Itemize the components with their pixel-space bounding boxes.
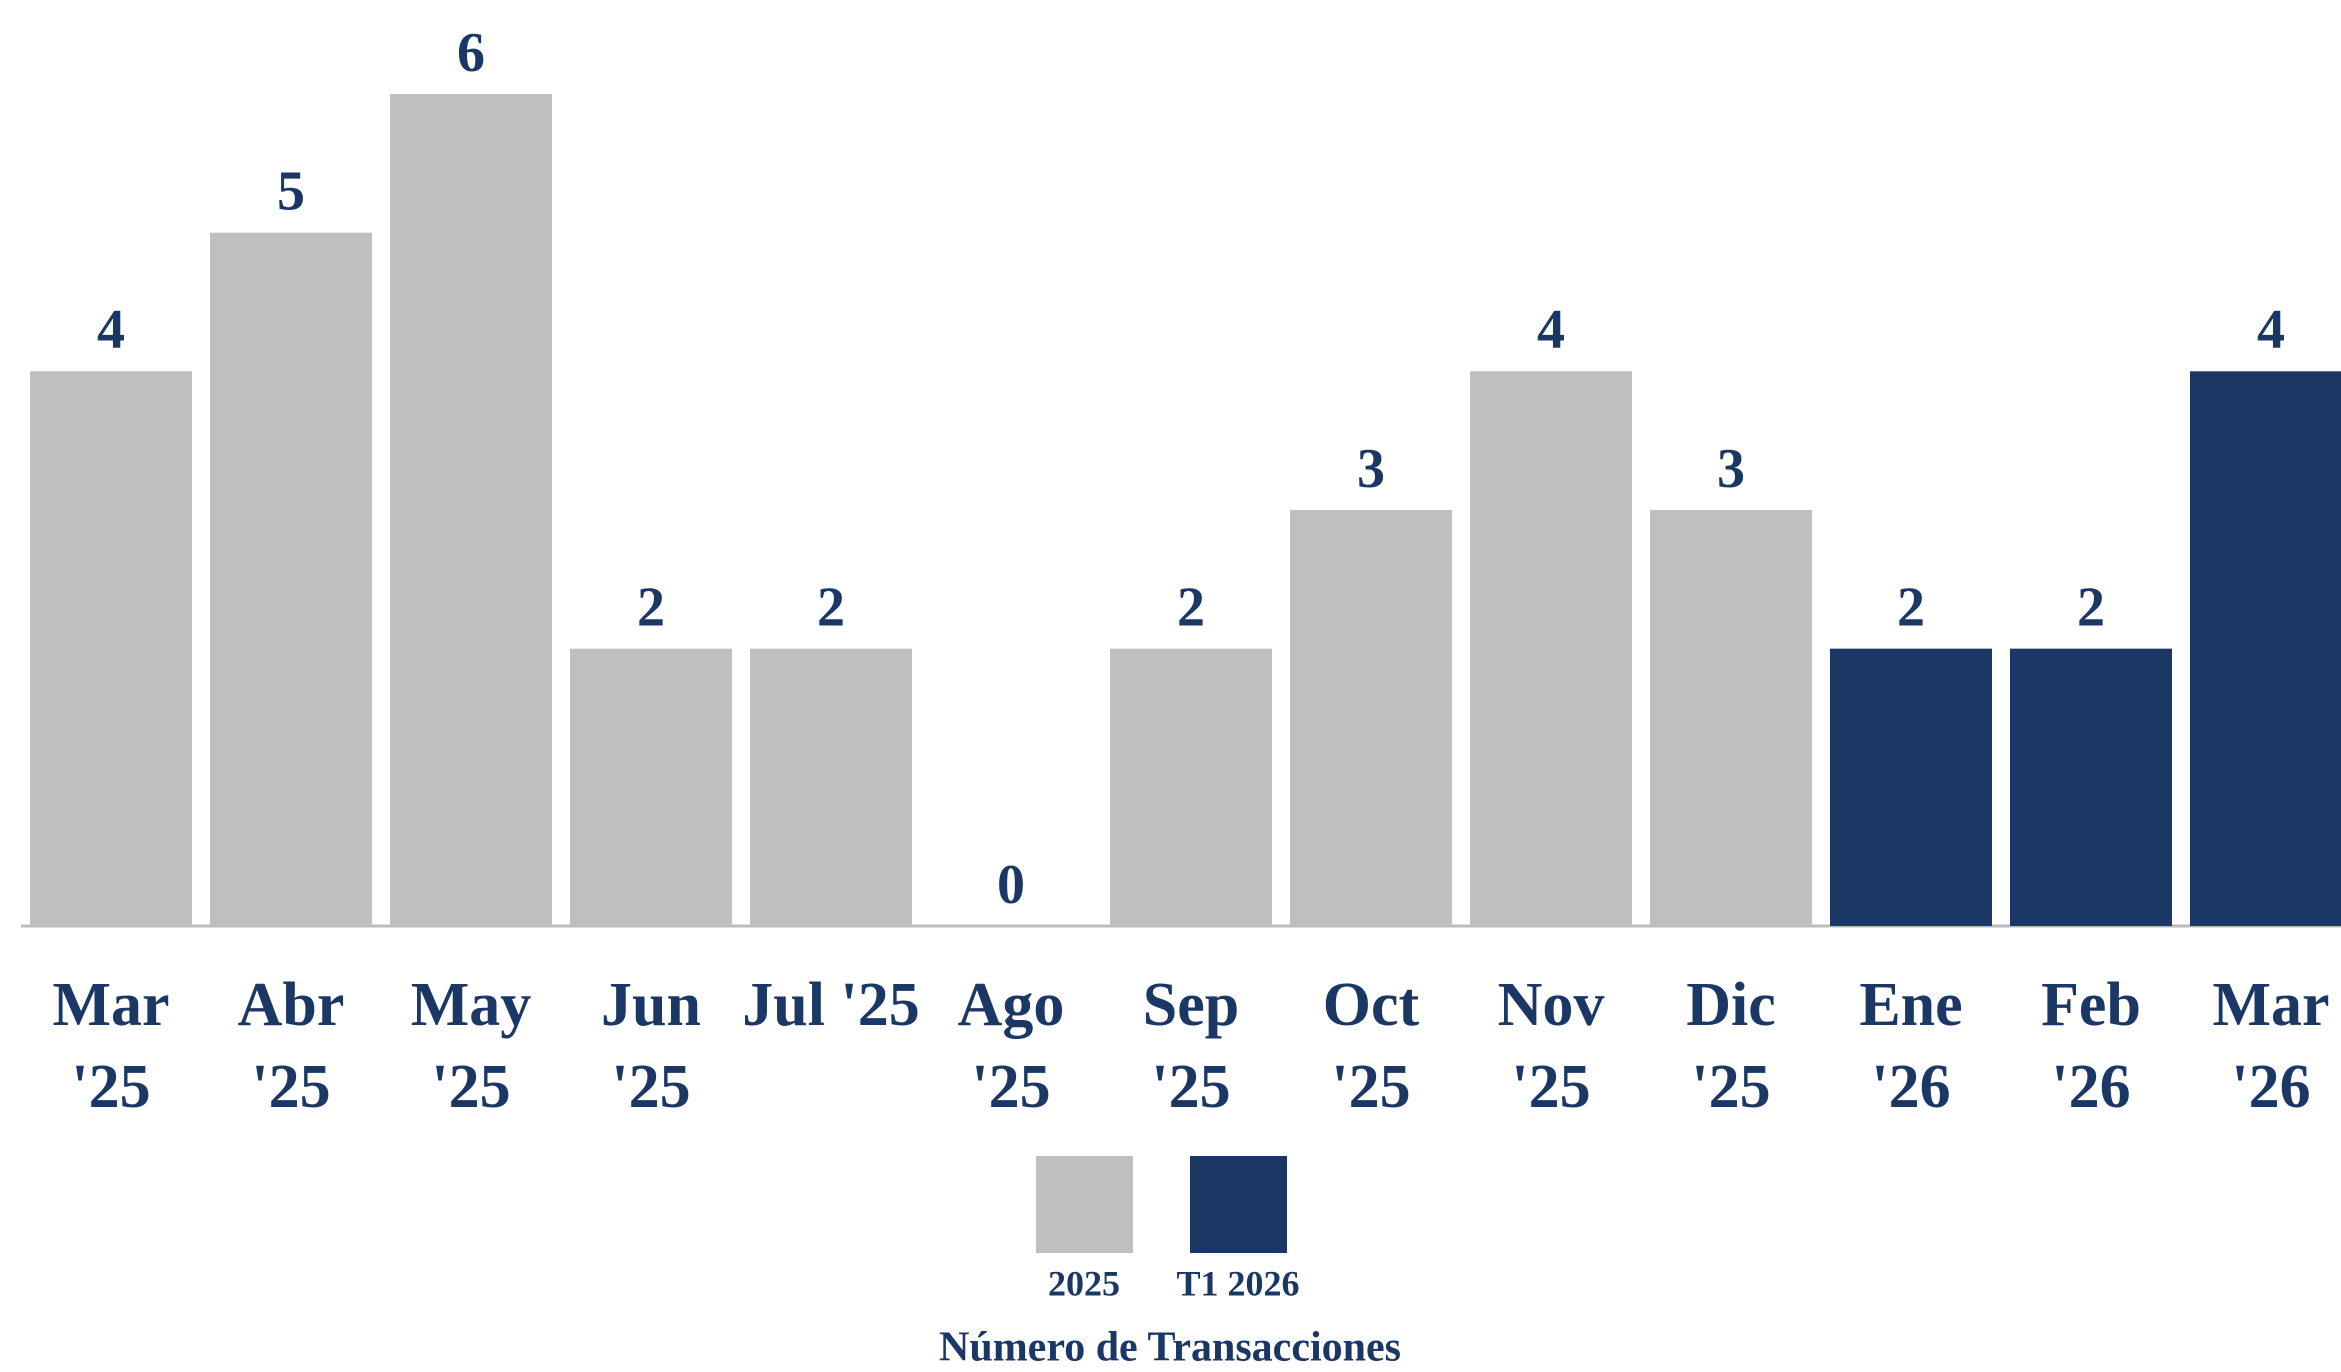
bar (210, 232, 372, 926)
x-tick-label: Mar '25 (52, 971, 170, 1121)
x-tick-label-box: Ene '26 (1859, 971, 1963, 1121)
data-label: 4 (97, 299, 125, 361)
x-tick-label-box: May '25 (410, 971, 532, 1121)
data-label: 5 (277, 161, 305, 223)
bar (2190, 371, 2341, 926)
bar (1290, 510, 1452, 926)
x-tick-label-box: Feb '26 (2041, 971, 2141, 1121)
legend-swatch (1190, 1156, 1287, 1253)
data-label: 4 (2257, 299, 2285, 361)
x-tick-label: Jun '25 (601, 971, 701, 1121)
legend-label: T1 2026 (1176, 1263, 1299, 1303)
x-tick-label-box: Sep '25 (1142, 971, 1240, 1121)
data-label: 0 (997, 854, 1025, 916)
x-tick-label: Ago '25 (957, 971, 1065, 1121)
bar (570, 648, 732, 926)
data-label: 3 (1717, 438, 1745, 500)
data-label: 2 (637, 577, 665, 639)
x-tick-label-box: Oct '25 (1322, 971, 1420, 1121)
legend-label: 2025 (1048, 1263, 1120, 1303)
x-tick-label: Ene '26 (1859, 971, 1963, 1121)
x-tick-label: Dic '25 (1686, 971, 1776, 1121)
x-tick-label: Feb '26 (2041, 971, 2141, 1121)
bar (1470, 371, 1632, 926)
x-tick-label-box: Nov '25 (1497, 971, 1605, 1121)
data-label: 2 (1897, 577, 1925, 639)
x-tick-label: Nov '25 (1497, 971, 1605, 1121)
x-tick-label-box: Dic '25 (1686, 971, 1776, 1121)
x-tick-label: Sep '25 (1142, 971, 1240, 1121)
legend-swatch (1036, 1156, 1133, 1253)
bar (2010, 648, 2172, 926)
bar (30, 371, 192, 926)
bar (1110, 648, 1272, 926)
data-label: 3 (1357, 438, 1385, 500)
x-tick-label: Mar '26 (2212, 971, 2330, 1121)
x-tick-label-box: Mar '25 (52, 971, 170, 1121)
x-tick-label-box: Abr '25 (237, 971, 345, 1121)
data-label: 2 (1177, 577, 1205, 639)
x-tick-label: May '25 (410, 971, 532, 1121)
legend-title: Número de Transacciones (939, 1325, 1401, 1371)
x-tick-label: Oct '25 (1322, 971, 1420, 1121)
x-tick-label-box: Mar '26 (2212, 971, 2330, 1121)
x-tick-label-box: Jun '25 (601, 971, 701, 1121)
data-label: 4 (1537, 299, 1565, 361)
x-tick-label: Jul '25 (742, 971, 920, 1039)
data-label: 2 (817, 577, 845, 639)
x-tick-label-box: Ago '25 (957, 971, 1065, 1121)
data-label: 6 (457, 22, 485, 84)
bar (750, 648, 912, 926)
x-tick-label-box: Jul '25 (742, 971, 920, 1039)
bar (390, 94, 552, 926)
x-tick-label: Abr '25 (237, 971, 345, 1121)
bar (1650, 510, 1812, 926)
data-label: 2 (2077, 577, 2105, 639)
bar (1830, 648, 1992, 926)
